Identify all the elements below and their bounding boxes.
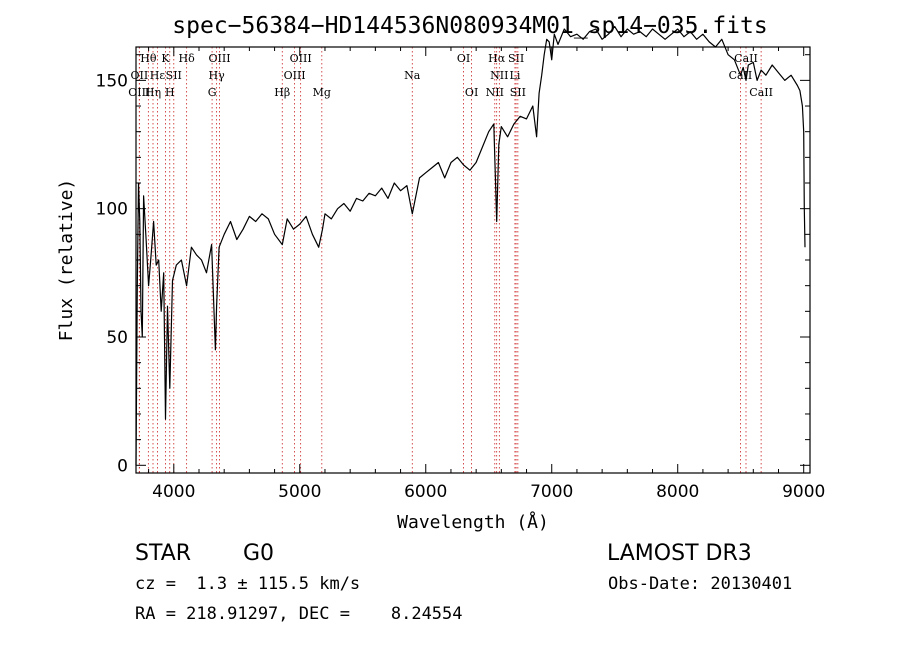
line-marker-label: OI [457,52,470,65]
x-axis-label: Wavelength (Å) [397,511,549,533]
x-tick-label: 4000 [152,482,195,502]
line-marker-label: NII [490,69,508,82]
y-tick-label: 0 [117,456,128,476]
x-tick-label: 7000 [530,482,573,502]
line-marker-label: Hβ [274,86,290,99]
y-tick-label: 100 [96,200,128,220]
line-marker-label: Na [404,69,421,82]
line-marker-label: H [165,86,175,99]
plot-frame [135,46,811,474]
x-tick-label: 9000 [782,482,825,502]
line-marker-label: Hδ [179,52,196,65]
coordinates-readout: RA = 218.91297, DEC = 8.24554 [135,604,463,624]
chart-title: spec−56384−HD144536N080934M01_sp14−035.f… [172,13,767,39]
line-marker-label: OIII [128,86,150,99]
line-marker-label: SII [166,69,182,82]
line-marker-label: Hθ [140,52,157,65]
survey-name: LAMOST DR3 [607,541,752,566]
line-marker-label: Hγ [209,69,226,82]
y-axis: 0 50 100 150 [96,54,810,476]
line-marker-label: K [161,52,170,65]
line-marker-label: CaII [734,52,758,65]
spectrum-line [135,25,806,466]
line-marker-label: Li [510,69,521,82]
line-marker-label: G [208,86,217,99]
observation-date: Obs-Date: 20130401 [608,574,793,594]
line-marker-label: NII [486,86,504,99]
x-tick-label: 6000 [404,482,447,502]
object-class: STAR [135,541,192,566]
line-marker-label: Hε [150,69,166,82]
line-marker-label: OIII [290,52,312,65]
x-axis: 4000 5000 6000 7000 8000 9000 [148,47,825,502]
line-marker-label: SII [508,52,524,65]
line-marker-label: OIII [284,69,306,82]
line-marker-label: Hα [488,52,506,65]
redshift-readout: cz = 1.3 ± 115.5 km/s [135,574,361,594]
line-marker-label: Mg [313,86,331,99]
line-marker-label: CaII [749,86,773,99]
y-axis-label: Flux (relative) [56,179,77,342]
x-tick-label: 8000 [656,482,699,502]
x-tick-label: 5000 [278,482,321,502]
line-marker-label: SII [510,86,526,99]
line-marker-label: OI [465,86,478,99]
line-marker-label: Hη [145,86,161,99]
y-tick-label: 150 [96,71,128,91]
spectrum-trace [135,25,806,466]
y-tick-label: 50 [106,328,128,348]
spectral-subclass: G0 [243,541,275,566]
line-marker-label: OIII [208,52,230,65]
